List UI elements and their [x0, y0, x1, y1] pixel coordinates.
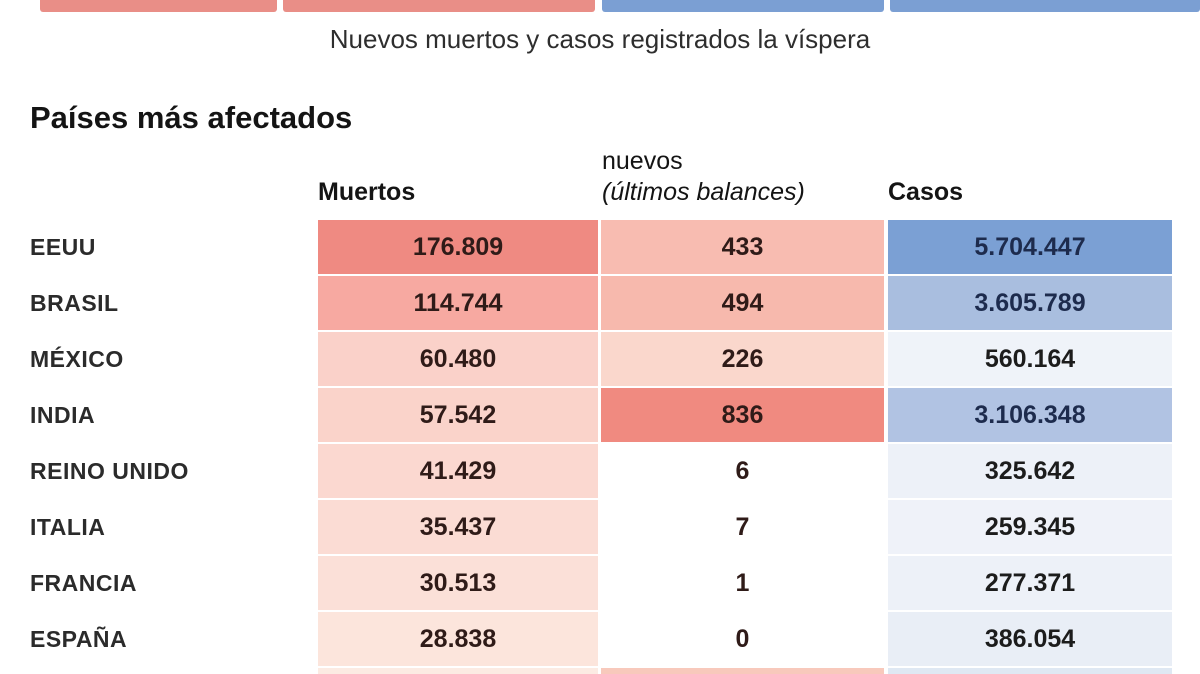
cases-value: 386.054	[888, 612, 1172, 666]
cases-value: 277.371	[888, 556, 1172, 610]
cases-value: 259.345	[888, 500, 1172, 554]
deaths-value: 60.480	[318, 332, 598, 386]
country-label: BRASIL	[30, 289, 119, 316]
deaths-value	[318, 668, 598, 674]
table-row-partial	[30, 668, 1172, 674]
deaths-value: 30.513	[318, 556, 598, 610]
table-row: MÉXICO 60.480 226 560.164	[30, 332, 1172, 386]
header-bar-blue-2	[890, 0, 1200, 12]
section-title: Países más afectados	[30, 100, 353, 135]
table-row: FRANCIA 30.513 1 277.371	[30, 556, 1172, 610]
header-bar-red-1	[40, 0, 277, 12]
new-deaths-value: 0	[601, 612, 884, 666]
new-deaths-value: 226	[601, 332, 884, 386]
column-header-deaths: Muertos	[318, 178, 416, 206]
deaths-value: 114.744	[318, 276, 598, 330]
table-row: INDIA 57.542 836 3.106.348	[30, 388, 1172, 442]
table-row: ITALIA 35.437 7 259.345	[30, 500, 1172, 554]
new-deaths-value	[601, 668, 884, 674]
column-header-new: nuevos (últimos balances)	[602, 146, 805, 208]
country-label: REINO UNIDO	[30, 457, 189, 484]
country-label	[30, 668, 318, 674]
country-label: EEUU	[30, 233, 96, 260]
deaths-value: 35.437	[318, 500, 598, 554]
deaths-value: 28.838	[318, 612, 598, 666]
new-deaths-value: 1	[601, 556, 884, 610]
table-row: REINO UNIDO 41.429 6 325.642	[30, 444, 1172, 498]
new-deaths-value: 6	[601, 444, 884, 498]
new-deaths-value: 494	[601, 276, 884, 330]
column-header-new-line1: nuevos	[602, 147, 683, 175]
table-row: BRASIL 114.744 494 3.605.789	[30, 276, 1172, 330]
country-label: FRANCIA	[30, 569, 137, 596]
new-deaths-value: 836	[601, 388, 884, 442]
cases-value	[888, 668, 1172, 674]
table-row: ESPAÑA 28.838 0 386.054	[30, 612, 1172, 666]
cases-value: 325.642	[888, 444, 1172, 498]
country-label: ESPAÑA	[30, 625, 128, 652]
column-header-new-line2: (últimos balances)	[602, 178, 805, 206]
header-bar-red-2	[283, 0, 595, 12]
deaths-value: 41.429	[318, 444, 598, 498]
country-label: INDIA	[30, 401, 96, 428]
deaths-value: 57.542	[318, 388, 598, 442]
cases-value: 560.164	[888, 332, 1172, 386]
countries-table: EEUU 176.809 433 5.704.447 BRASIL 114.744 494 3…	[30, 220, 1172, 674]
new-deaths-value: 433	[601, 220, 884, 274]
cases-value: 3.106.348	[888, 388, 1172, 442]
deaths-value: 176.809	[318, 220, 598, 274]
cases-value: 3.605.789	[888, 276, 1172, 330]
column-header-cases: Casos	[888, 178, 964, 206]
new-deaths-value: 7	[601, 500, 884, 554]
header-bar-blue-1	[602, 0, 884, 12]
cases-value: 5.704.447	[888, 220, 1172, 274]
country-label: ITALIA	[30, 513, 106, 540]
country-label: MÉXICO	[30, 345, 124, 372]
chart-subtitle: Nuevos muertos y casos registrados la ví…	[329, 24, 871, 54]
table-row: EEUU 176.809 433 5.704.447	[30, 220, 1172, 274]
